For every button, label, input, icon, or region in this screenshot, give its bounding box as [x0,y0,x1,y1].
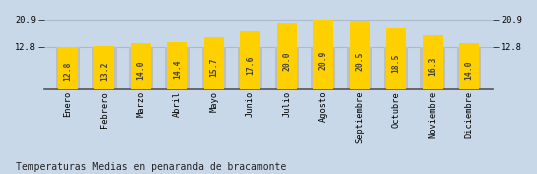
Bar [420,47,445,89]
Bar [350,21,369,89]
Bar [386,28,406,89]
Bar [277,23,297,89]
Bar [58,47,78,89]
Text: 20.0: 20.0 [282,52,291,71]
Bar [201,47,226,89]
Text: 16.3: 16.3 [428,57,437,76]
Bar [313,20,333,89]
Bar [168,42,187,89]
Bar [274,47,299,89]
Text: 14.0: 14.0 [465,60,474,80]
Bar [92,47,117,89]
Bar [347,47,372,89]
Bar [240,31,260,89]
Bar [459,43,479,89]
Text: 15.7: 15.7 [209,58,219,77]
Bar [311,47,336,89]
Bar [457,47,481,89]
Text: 14.0: 14.0 [136,60,146,80]
Bar [131,43,151,89]
Bar [129,47,153,89]
Bar [423,35,442,89]
Bar [204,37,224,89]
Bar [165,47,190,89]
Text: 20.9: 20.9 [318,50,328,70]
Text: 17.6: 17.6 [246,55,255,75]
Bar [56,47,80,89]
Text: Temperaturas Medias en penaranda de bracamonte: Temperaturas Medias en penaranda de brac… [16,162,286,172]
Bar [95,46,114,89]
Bar [384,47,408,89]
Text: 14.4: 14.4 [173,60,182,79]
Text: 12.8: 12.8 [63,62,72,81]
Text: 20.5: 20.5 [355,51,364,70]
Text: 18.5: 18.5 [391,54,401,73]
Bar [238,47,263,89]
Text: 13.2: 13.2 [100,61,109,81]
